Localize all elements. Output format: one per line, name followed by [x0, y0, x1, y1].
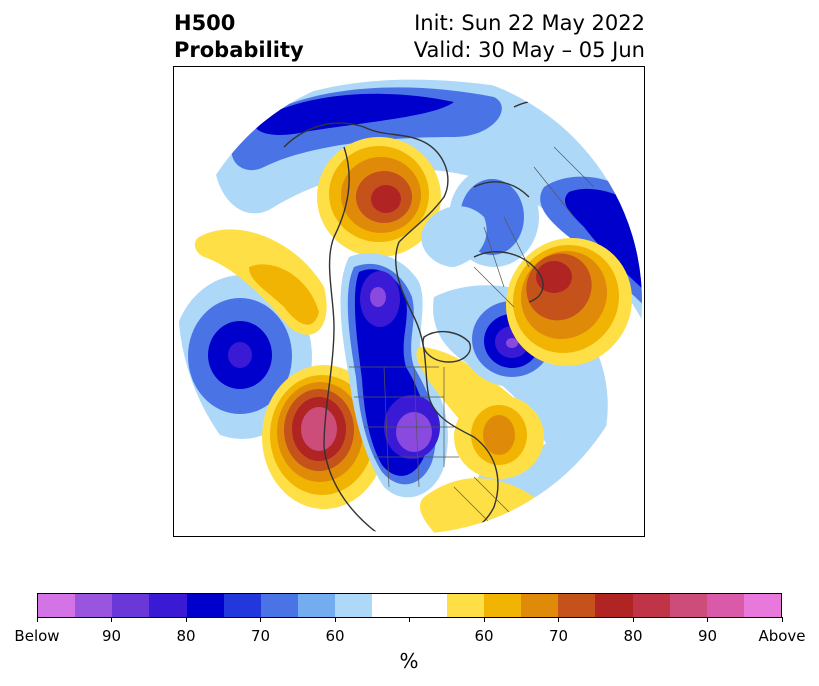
atlantic-high-80	[483, 415, 515, 455]
valid-range: Valid: 30 May – 05 Jun	[413, 38, 645, 62]
colorbar-swatch	[595, 594, 633, 617]
westcoast-high-max	[301, 407, 337, 451]
colorbar-tick-label: 70	[250, 627, 271, 645]
colorbar-swatch	[409, 594, 447, 617]
colorbar-swatch	[483, 594, 522, 617]
colorbar-tick-label: 80	[176, 627, 196, 645]
colorbar-swatch	[149, 594, 187, 617]
colorbar-tick	[483, 617, 485, 622]
colorbar-tick-label: 90	[697, 627, 718, 645]
trough-south-max	[396, 412, 432, 452]
colorbar-tick	[558, 617, 559, 622]
init-date: Init: Sun 22 May 2022	[414, 11, 645, 35]
colorbar-swatch	[706, 594, 744, 617]
colorbar-swatch	[743, 594, 782, 617]
colorbar-tick-label: Above	[758, 627, 806, 645]
colorbar-swatch	[75, 594, 113, 617]
colorbar-tick	[185, 617, 187, 622]
colorbar-units: %	[399, 649, 419, 673]
colorbar-swatch	[186, 594, 224, 617]
siberia-high-95	[536, 261, 572, 293]
title-variable: H500	[174, 11, 236, 35]
colorbar-swatch	[632, 594, 670, 617]
colorbar-swatch	[669, 594, 707, 617]
colorbar-tick	[632, 617, 634, 622]
colorbar-swatch	[372, 594, 410, 617]
title-left: H500 Probability	[174, 10, 304, 64]
colorbar-tick	[36, 617, 38, 622]
colorbar	[37, 593, 782, 618]
colorbar-tick	[707, 617, 708, 622]
map-panel	[173, 66, 645, 537]
pacific-low-90	[228, 342, 252, 368]
colorbar-tick-label: 70	[548, 627, 569, 645]
asia-low-max	[506, 338, 518, 348]
colorbar-swatch	[260, 594, 299, 617]
colorbar-tick-label: Below	[14, 627, 60, 645]
colorbar-tick-label: 90	[101, 627, 122, 645]
colorbar-swatch	[335, 594, 373, 617]
colorbar-tick	[111, 617, 112, 622]
colorbar-tick	[781, 617, 783, 622]
pacific-high-70	[249, 264, 319, 325]
arctic-low-60-ext	[421, 206, 487, 267]
colorbar-tick-label: 80	[623, 627, 643, 645]
colorbar-swatch	[446, 594, 484, 617]
colorbar-swatch	[558, 594, 596, 617]
below-80-band-north	[254, 93, 454, 135]
colorbar-swatch	[38, 594, 76, 617]
colorbar-swatch	[112, 594, 150, 617]
trough-north-max	[370, 287, 386, 307]
colorbar-tick-label: 60	[325, 627, 345, 645]
alaska-high-95	[371, 185, 401, 213]
colorbar-center-tick	[409, 617, 410, 622]
colorbar-swatch	[521, 594, 559, 617]
colorbar-swatch	[223, 594, 261, 617]
colorbar-tick	[334, 617, 336, 622]
colorbar-tick	[260, 617, 261, 622]
borders	[349, 136, 615, 528]
probability-map	[178, 70, 642, 534]
colorbar-swatch	[298, 594, 336, 617]
title-right: Init: Sun 22 May 2022 Valid: 30 May – 05…	[414, 10, 645, 64]
title-product: Probability	[174, 38, 304, 62]
colorbar-tick-label: 60	[474, 627, 494, 645]
